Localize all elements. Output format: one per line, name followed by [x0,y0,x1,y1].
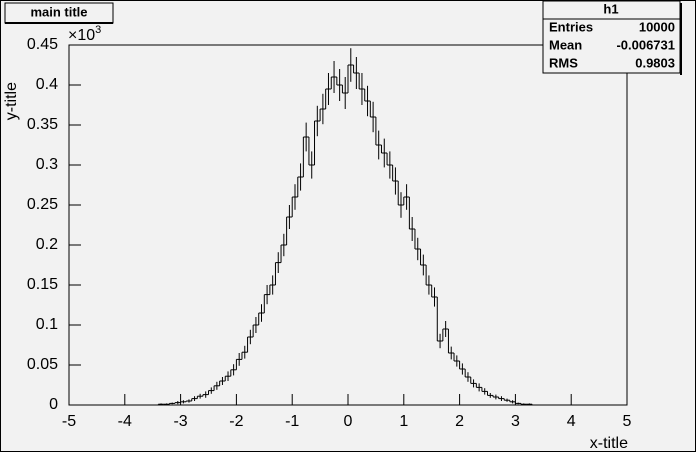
x-tick-label: -3 [173,413,187,430]
stats-value: -0.006731 [616,37,675,52]
stats-box-shadow [680,3,682,75]
x-tick-label: 2 [455,413,464,430]
y-multiplier: ×103 [68,24,101,44]
x-tick-label: 1 [399,413,408,430]
y-title: y-title [3,82,20,120]
x-tick-label: 5 [623,413,632,430]
x-tick-label: 0 [344,413,353,430]
y-tick-label: 0.4 [36,76,58,93]
stats-value: 10000 [639,19,675,34]
y-tick-label: 0.35 [27,116,58,133]
y-tick-label: 0.3 [36,156,58,173]
stats-name: h1 [603,1,618,16]
y-tick-label: 0.45 [27,36,58,53]
y-tick-label: 0.05 [27,356,58,373]
y-tick-label: 0.2 [36,236,58,253]
x-tick-label: -2 [229,413,243,430]
x-tick-label: 3 [511,413,520,430]
stats-value: 0.9803 [635,55,675,70]
x-tick-label: -4 [118,413,132,430]
x-tick-label: 4 [567,413,576,430]
stats-label: Mean [549,37,582,52]
multiplier-base: ×10 [68,27,95,44]
frame [68,44,628,406]
multiplier-exponent: 3 [95,24,101,36]
chart-title: main title [30,4,87,19]
stats-box [542,0,681,74]
y-tick-label: 0.1 [36,316,58,333]
stats-label: Entries [549,19,593,34]
y-tick-label: 0.25 [27,196,58,213]
x-tick-label: -5 [62,413,76,430]
y-tick-label: 0.15 [27,276,58,293]
step-connectors [157,65,533,405]
x-tick-label: -1 [285,413,299,430]
x-title: x-title [590,435,628,452]
stats-label: RMS [549,55,578,70]
y-tick-label: 0 [49,396,58,413]
title-box-shadow [5,22,113,24]
